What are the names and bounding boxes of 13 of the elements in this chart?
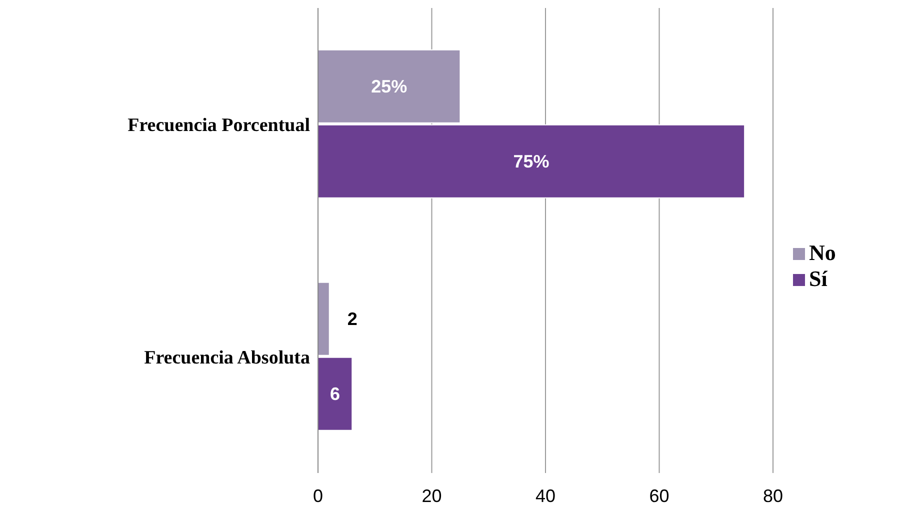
- y-tick-label: Frecuencia Porcentual: [128, 114, 310, 136]
- data-label: 25%: [371, 76, 408, 97]
- data-label: 2: [347, 309, 358, 330]
- y-tick-label: Frecuencia Absoluta: [144, 347, 310, 368]
- x-tick-label: 20: [422, 486, 442, 506]
- data-label: 75%: [513, 152, 550, 172]
- data-label: 6: [330, 384, 340, 404]
- legend-label: Sí: [809, 266, 828, 290]
- x-tick-label: 80: [762, 486, 784, 506]
- x-tick-label: 40: [535, 486, 556, 506]
- legend-label: No: [809, 240, 836, 264]
- x-tick-label: 0: [312, 486, 324, 506]
- x-tick-label: 60: [649, 486, 670, 506]
